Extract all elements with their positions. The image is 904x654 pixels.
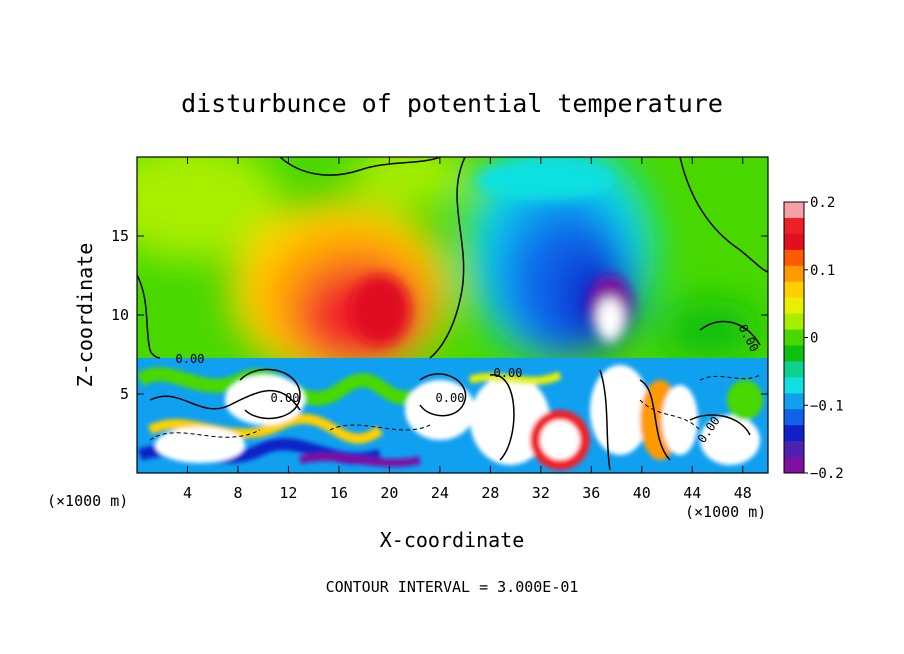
colorbar-tick-label: −0.2 bbox=[810, 466, 844, 482]
y-tick-label: 5 bbox=[120, 385, 129, 403]
x-tick-label: 48 bbox=[734, 484, 752, 502]
contour-value-label: 0.00 bbox=[494, 366, 523, 380]
x-axis-label: X-coordinate bbox=[380, 528, 525, 552]
colorbar-tick-label: 0 bbox=[810, 331, 818, 347]
y-axis-label: Z-coordinate bbox=[73, 243, 97, 388]
colorbar-band bbox=[784, 202, 804, 219]
x-tick-label: 24 bbox=[431, 484, 449, 502]
contour-value-label: 0.00 bbox=[436, 391, 465, 405]
colorbar-band bbox=[784, 265, 804, 283]
x-tick-label: 44 bbox=[683, 484, 701, 502]
colorbar-band bbox=[784, 377, 804, 394]
x-unit-label-right: (×1000 m) bbox=[685, 503, 766, 521]
colorbar-band bbox=[784, 345, 804, 362]
colorbar-band bbox=[784, 329, 804, 346]
colorbar-band bbox=[784, 393, 804, 410]
colorbar-band bbox=[784, 441, 804, 458]
y-tick-label: 10 bbox=[111, 306, 129, 324]
x-tick-label: 8 bbox=[233, 484, 242, 502]
x-tick-label: 4 bbox=[183, 484, 192, 502]
x-tick-label: 16 bbox=[330, 484, 348, 502]
x-tick-label: 32 bbox=[532, 484, 550, 502]
colorbar-band bbox=[784, 361, 804, 378]
plot-field bbox=[137, 157, 768, 473]
colorbar-band bbox=[784, 409, 804, 426]
colorbar-band bbox=[784, 249, 804, 267]
colorbar-band bbox=[784, 457, 804, 474]
colorbar-band bbox=[784, 281, 804, 299]
colorbar-tick-label: −0.1 bbox=[810, 398, 844, 414]
colorbar-band bbox=[784, 217, 804, 235]
x-tick-label: 40 bbox=[633, 484, 651, 502]
colorbar bbox=[784, 202, 804, 474]
colorbar-band bbox=[784, 313, 804, 331]
x-tick-label: 28 bbox=[481, 484, 499, 502]
contour-value-label: 0.00 bbox=[176, 352, 205, 366]
colorbar-band bbox=[784, 425, 804, 442]
colorbar-tick-label: 0.1 bbox=[810, 263, 835, 279]
contour-value-label: 0.00 bbox=[271, 391, 300, 405]
x-tick-label: 12 bbox=[279, 484, 297, 502]
contour-interval-text: CONTOUR INTERVAL = 3.000E-01 bbox=[326, 578, 579, 596]
colorbar-band bbox=[784, 233, 804, 251]
x-tick-label: 36 bbox=[582, 484, 600, 502]
colorbar-tick-label: 0.2 bbox=[810, 195, 835, 211]
x-tick-label: 20 bbox=[380, 484, 398, 502]
colorbar-band bbox=[784, 297, 804, 315]
chart-title: disturbunce of potential temperature bbox=[181, 89, 723, 118]
x-unit-label-left: (×1000 m) bbox=[47, 492, 128, 510]
y-tick-label: 15 bbox=[111, 227, 129, 245]
